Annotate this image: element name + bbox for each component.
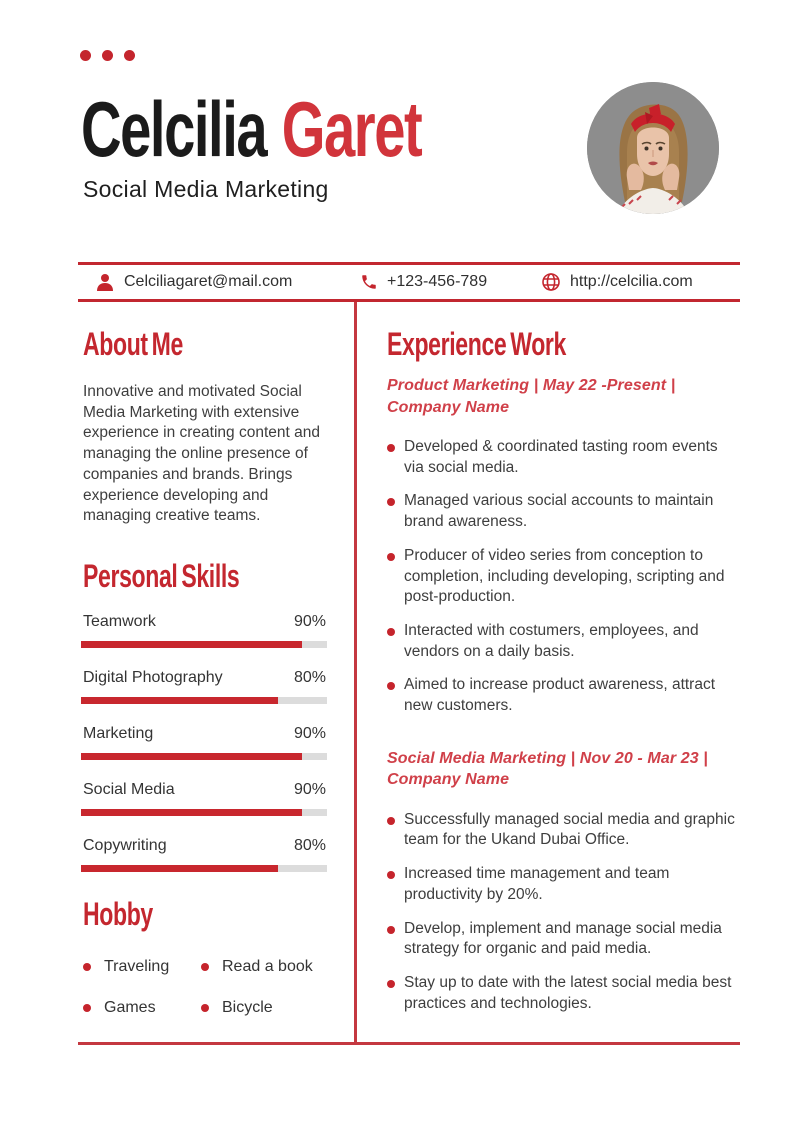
skill-item: Marketing 90% <box>81 725 327 760</box>
job-title: Social Media Marketing <box>83 176 329 202</box>
skill-bar-fill <box>81 753 303 760</box>
job-bullet: Successfully managed social media and gr… <box>387 810 740 851</box>
column-divider <box>354 302 357 1042</box>
person-name: Celcilia Garet <box>81 90 554 168</box>
bullet-icon <box>83 1004 91 1012</box>
bullet-icon <box>387 498 395 507</box>
dot-icon <box>80 50 91 61</box>
decorative-dots <box>80 50 135 61</box>
bullet-icon <box>83 963 91 971</box>
job-bullet: Develop, implement and manage social med… <box>387 919 740 960</box>
hobby-label: Read a book <box>222 958 313 975</box>
bullet-icon <box>201 1004 209 1012</box>
skill-item: Social Media 90% <box>81 781 327 816</box>
last-name: Garet <box>281 85 423 173</box>
hobby-item: Read a book <box>201 958 343 976</box>
bullet-icon <box>387 816 395 825</box>
job-bullet-list: Developed & coordinated tasting room eve… <box>387 437 740 717</box>
about-title: About Me <box>83 326 183 362</box>
first-name: Celcilia <box>81 85 268 173</box>
skill-percent: 90% <box>293 781 326 798</box>
bullet-icon <box>387 682 395 691</box>
job-heading: Product Marketing | May 22 -Present | Co… <box>387 377 676 416</box>
skill-bar <box>81 753 327 760</box>
hobby-section: Hobby Traveling Read a book Games Bicycl… <box>83 898 343 1017</box>
experience-title: Experience Work <box>387 326 566 362</box>
about-text: Innovative and motivated Social Media Ma… <box>83 383 320 525</box>
job-bullet: Increased time management and team produ… <box>387 864 740 905</box>
bullet-icon <box>387 871 395 880</box>
skill-bar-fill <box>81 641 303 648</box>
contact-bar: Celciliagaret@mail.com +123-456-789 http… <box>78 262 740 302</box>
hobby-label: Traveling <box>104 958 170 975</box>
phone-text: +123-456-789 <box>387 273 488 290</box>
contact-website[interactable]: http://celcilia.com <box>541 265 693 299</box>
skills-title: Personal Skills <box>83 558 240 594</box>
website-text: http://celcilia.com <box>570 273 693 290</box>
bullet-icon <box>201 963 209 971</box>
skill-label: Social Media <box>83 781 175 798</box>
dot-icon <box>124 50 135 61</box>
bullet-icon <box>387 627 395 636</box>
job-bullet-list: Successfully managed social media and gr… <box>387 810 740 1015</box>
bullet-icon <box>387 552 395 561</box>
skill-bar-fill <box>81 809 303 816</box>
email-text: Celciliagaret@mail.com <box>124 273 293 290</box>
bullet-icon <box>387 925 395 934</box>
hobby-item: Games <box>83 999 201 1017</box>
hobby-label: Bicycle <box>222 999 273 1016</box>
job-bullet: Stay up to date with the latest social m… <box>387 973 740 1014</box>
contact-email[interactable]: Celciliagaret@mail.com <box>95 265 292 299</box>
experience-section: Experience Work Product Marketing | May … <box>387 328 740 1027</box>
hobby-label: Games <box>104 999 156 1016</box>
job-bullet: Managed various social accounts to maint… <box>387 491 740 532</box>
skill-label: Copywriting <box>83 837 167 854</box>
job-bullet: Interacted with costumers, employees, an… <box>387 621 740 662</box>
hobby-title: Hobby <box>83 896 153 932</box>
phone-icon <box>360 273 378 291</box>
job-bullet: Aimed to increase product awareness, att… <box>387 675 740 716</box>
job-bullet: Producer of video series from conception… <box>387 546 740 608</box>
skill-bar-fill <box>81 697 278 704</box>
about-section: About Me Innovative and motivated Social… <box>83 328 329 527</box>
portrait-illustration <box>587 82 719 214</box>
skill-label: Marketing <box>83 725 154 742</box>
job-heading: Social Media Marketing | Nov 20 - Mar 23… <box>387 749 708 789</box>
skill-item: Copywriting 80% <box>81 837 327 872</box>
skill-percent: 90% <box>293 613 326 630</box>
skills-section: Personal Skills Teamwork 90% Digital Pho… <box>81 560 327 872</box>
skill-percent: 90% <box>293 725 326 742</box>
hobby-item: Traveling <box>83 958 201 976</box>
dot-icon <box>102 50 113 61</box>
skill-item: Digital Photography 80% <box>81 669 327 704</box>
skill-label: Teamwork <box>83 613 156 630</box>
globe-icon <box>541 272 561 292</box>
skill-bar-fill <box>81 865 278 872</box>
person-icon <box>95 272 115 292</box>
skill-percent: 80% <box>293 837 326 854</box>
skill-bar <box>81 809 327 816</box>
skill-percent: 80% <box>293 669 326 686</box>
job-bullet: Developed & coordinated tasting room eve… <box>387 437 740 478</box>
skill-bar <box>81 697 327 704</box>
bullet-icon <box>387 444 395 452</box>
bullet-icon <box>387 979 395 988</box>
skill-item: Teamwork 90% <box>81 613 327 648</box>
skill-label: Digital Photography <box>83 669 223 686</box>
skill-bar <box>81 641 327 648</box>
contact-phone[interactable]: +123-456-789 <box>360 265 487 299</box>
hobby-item: Bicycle <box>201 999 343 1017</box>
profile-photo <box>587 82 719 214</box>
bottom-rule <box>78 1042 740 1045</box>
skill-bar <box>81 865 327 872</box>
